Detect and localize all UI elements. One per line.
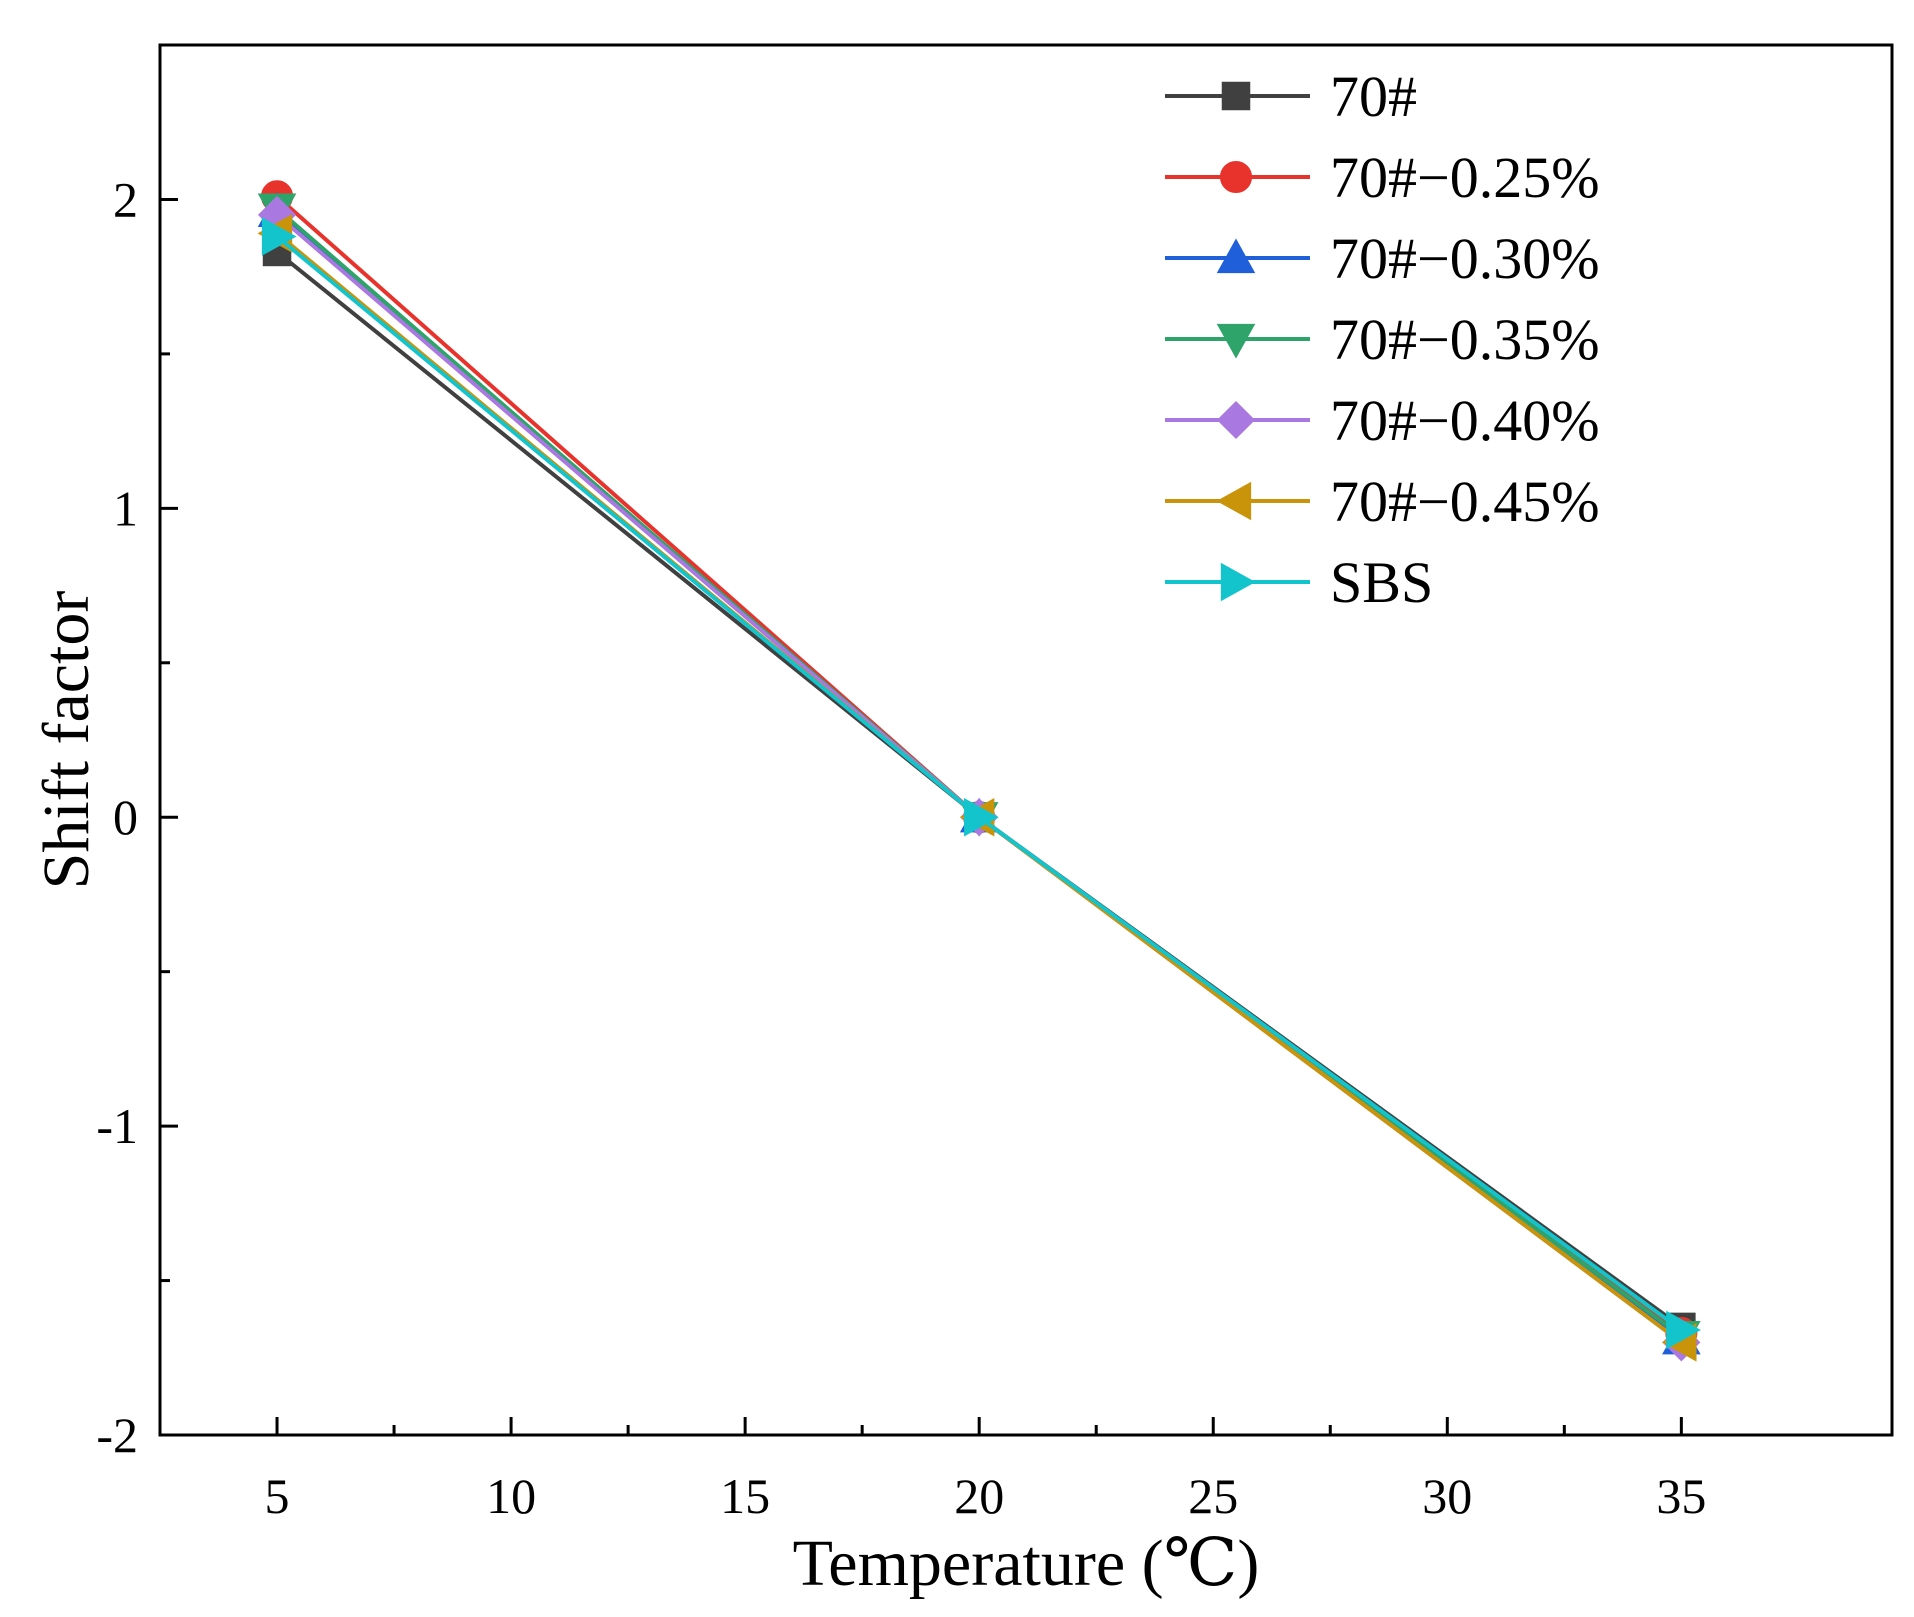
- legend-label: 70#−0.25%: [1330, 145, 1600, 210]
- y-tick-label: 2: [113, 171, 138, 227]
- data-point: [964, 797, 999, 837]
- x-tick-label: 25: [1188, 1468, 1238, 1524]
- legend-item: SBS: [1165, 550, 1433, 615]
- legend-marker: [1216, 481, 1252, 521]
- data-point: [1666, 1310, 1701, 1350]
- series-7: [261, 217, 1701, 1350]
- legend: 70# 70#−0.25% 70#−0.30% 70#−0.35% 70#−0.40% 7…: [1165, 64, 1600, 615]
- legend-marker: [1216, 238, 1256, 274]
- plot-frame: [158, 43, 1894, 1437]
- legend-item: 70#: [1165, 64, 1417, 129]
- legend-label: SBS: [1330, 550, 1433, 615]
- legend-label: 70#−0.45%: [1330, 469, 1600, 534]
- legend-label: 70#−0.40%: [1330, 388, 1600, 453]
- legend-label: 70#−0.30%: [1330, 226, 1600, 291]
- x-tick-label: 15: [720, 1468, 770, 1524]
- axes: 5 10 15 20 25 30 35 -2 -1 0 1 2: [96, 171, 1706, 1524]
- legend-marker: [1219, 160, 1253, 194]
- x-tick-label: 20: [954, 1468, 1004, 1524]
- x-tick-label: 30: [1422, 1468, 1472, 1524]
- legend-marker: [1221, 81, 1251, 111]
- y-tick-label: -1: [96, 1098, 138, 1154]
- legend-label: 70#: [1330, 64, 1417, 129]
- legend-label: 70#−0.35%: [1330, 307, 1600, 372]
- legend-item: 70#−0.35%: [1165, 307, 1600, 372]
- y-tick-label: 1: [113, 480, 138, 536]
- legend-marker: [1216, 400, 1256, 440]
- legend-item: 70#−0.30%: [1165, 226, 1600, 291]
- legend-marker: [1220, 562, 1256, 602]
- x-axis-title: Temperature (℃): [793, 1527, 1260, 1600]
- legend-item: 70#−0.40%: [1165, 388, 1600, 453]
- y-axis-title: Shift factor: [30, 591, 103, 890]
- legend-item: 70#−0.45%: [1165, 469, 1600, 534]
- x-tick-label: 5: [265, 1468, 290, 1524]
- data-point: [261, 217, 297, 256]
- y-tick-label: 0: [113, 789, 138, 845]
- legend-marker: [1216, 323, 1256, 359]
- legend-item: 70#−0.25%: [1165, 145, 1600, 210]
- x-tick-label: 10: [486, 1468, 536, 1524]
- y-tick-label: -2: [96, 1407, 138, 1463]
- series-group: [257, 180, 1701, 1362]
- x-tick-label: 35: [1656, 1468, 1706, 1524]
